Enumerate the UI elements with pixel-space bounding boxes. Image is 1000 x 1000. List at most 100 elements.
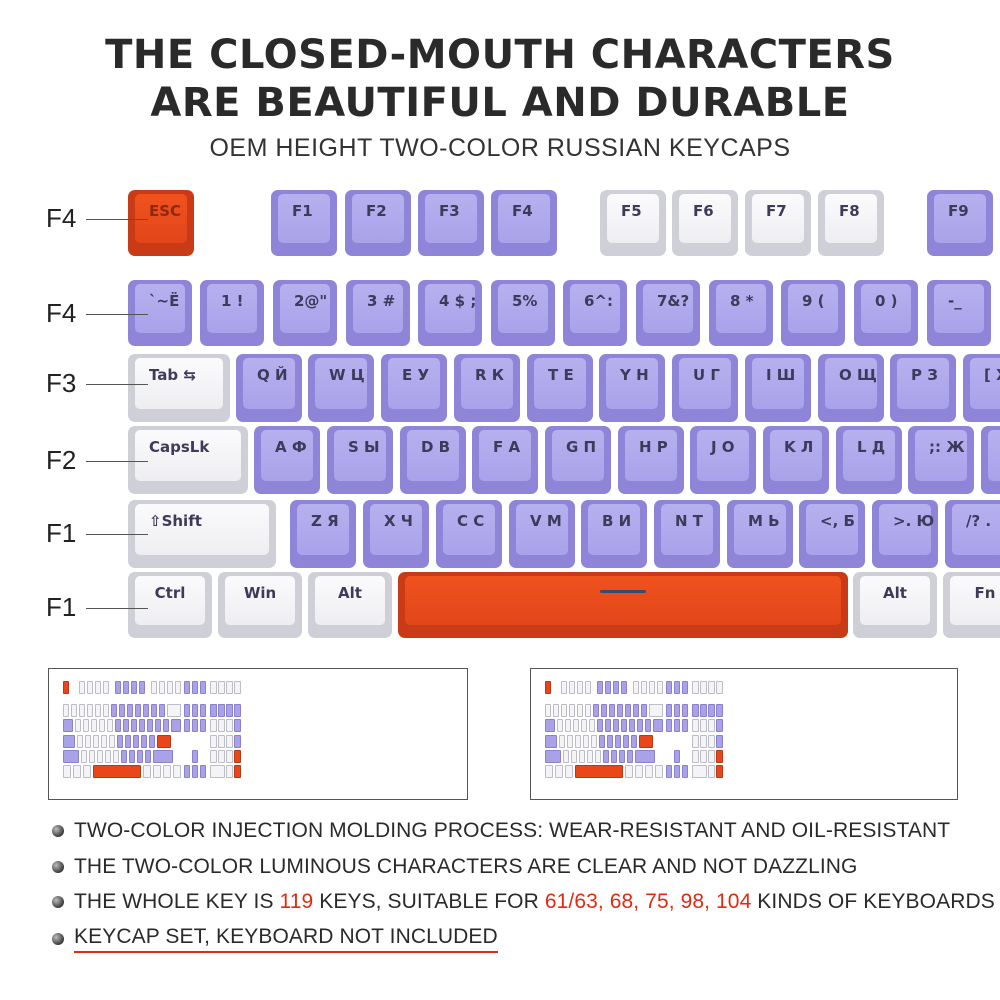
mini-keycap xyxy=(86,704,94,717)
mini-keycap xyxy=(192,750,199,764)
mini-keycap xyxy=(590,734,598,748)
mini-keycap xyxy=(138,719,146,733)
mini-keycap xyxy=(586,750,594,764)
text-part: KEYS, SUITABLE FOR xyxy=(313,890,545,913)
mini-keycap xyxy=(666,719,673,733)
keycap: R К xyxy=(454,354,520,422)
mini-keycap xyxy=(562,750,570,764)
keycap: F1 xyxy=(271,190,337,256)
keycap: F7 xyxy=(745,190,811,256)
row-height-label: F1 xyxy=(46,592,77,622)
mini-keycap xyxy=(570,750,578,764)
keycap: S Ы xyxy=(327,426,393,494)
mini-keycap xyxy=(210,704,217,717)
keycap-legend: F2 xyxy=(352,194,404,243)
keycap: Fn xyxy=(943,572,1000,638)
mini-keycap xyxy=(110,704,118,717)
mini-keycap xyxy=(74,719,82,733)
mini-keycap xyxy=(234,750,241,764)
mini-keycap xyxy=(120,750,128,764)
keycap: ESC xyxy=(128,190,194,256)
mini-keycap xyxy=(166,681,173,694)
keycap: ⇧Shift xyxy=(128,500,276,568)
keycap-legend: Z Я xyxy=(297,504,349,555)
mini-keycap xyxy=(630,734,637,748)
keycap-legend: V М xyxy=(516,504,568,555)
mini-keycap xyxy=(666,704,673,717)
keycap: 6^: xyxy=(563,280,627,346)
mini-keycap xyxy=(682,765,689,779)
keycap: Tab ⇆ xyxy=(128,354,230,422)
key-count: 119 xyxy=(279,890,314,913)
keycap: 7&? xyxy=(636,280,700,346)
keycap: F4 xyxy=(491,190,557,256)
keycap: W Ц xyxy=(308,354,374,422)
keycap-legend: `~Ё xyxy=(135,284,185,333)
mini-keycap xyxy=(146,719,154,733)
feature-bullet: THE WHOLE KEY IS 119 KEYS, SUITABLE FOR … xyxy=(52,887,995,917)
mini-keycap xyxy=(624,765,634,779)
keycap: Alt xyxy=(308,572,392,638)
mini-keycap xyxy=(576,704,584,717)
mini-keycap xyxy=(640,704,647,717)
mini-keycap xyxy=(184,719,191,733)
mini-keycap xyxy=(584,681,592,694)
keycap-legend: F8 xyxy=(825,194,877,243)
mini-keycap xyxy=(96,750,104,764)
mini-keycap xyxy=(158,681,165,694)
mini-keycap xyxy=(666,681,673,694)
keycap-legend: H Р xyxy=(625,430,677,481)
mini-keycap xyxy=(138,681,146,694)
keycap-legend: CapsLk xyxy=(135,430,241,481)
keycap-legend: 2@" xyxy=(280,284,330,333)
mini-keycap xyxy=(545,704,552,717)
mini-keycap xyxy=(716,719,723,733)
mini-keycap xyxy=(234,681,241,694)
mini-keycap xyxy=(612,719,620,733)
keycap-legend: >. Ю xyxy=(879,504,934,555)
mini-keycap xyxy=(624,704,632,717)
mini-keycap xyxy=(226,681,233,694)
mini-keycap xyxy=(606,734,614,748)
mini-keycap xyxy=(122,681,130,694)
row-height-label: F2 xyxy=(46,445,77,475)
leader-line xyxy=(86,608,148,609)
mini-keycap xyxy=(86,681,94,694)
mini-keycap xyxy=(124,734,132,748)
keycap-legend: O Щ xyxy=(825,358,877,409)
keycap-legend: F9 xyxy=(934,194,986,243)
keycap: /? . xyxy=(945,500,1000,568)
text-part: KINDS OF KEYBOARDS xyxy=(751,890,995,913)
mini-keycap xyxy=(104,750,112,764)
mini-keycap xyxy=(616,704,624,717)
keycap: L Д xyxy=(836,426,902,494)
mini-keycap xyxy=(574,765,624,779)
mini-keycap xyxy=(638,734,653,748)
mini-keycap xyxy=(234,719,241,733)
leader-line xyxy=(86,384,148,385)
keycap: Y Н xyxy=(599,354,665,422)
row-height-label: F1 xyxy=(46,518,77,548)
mini-keycap xyxy=(692,734,699,748)
feature-text: THE TWO-COLOR LUMINOUS CHARACTERS ARE CL… xyxy=(74,855,858,878)
mini-keycap xyxy=(644,719,651,733)
keycap: M Ь xyxy=(727,500,793,568)
keycap-legend: W Ц xyxy=(315,358,367,409)
keycap-legend: 1 ! xyxy=(207,284,257,333)
mini-keycap xyxy=(682,719,689,733)
mini-keycap xyxy=(126,704,134,717)
mini-keycap xyxy=(200,719,207,733)
keycap-legend: ;: Ж xyxy=(915,430,967,481)
mini-keycap xyxy=(545,681,552,694)
keycap: A Ф xyxy=(254,426,320,494)
mini-keycap xyxy=(648,681,655,694)
mini-keycap xyxy=(150,681,157,694)
mini-keycap xyxy=(552,704,560,717)
mini-keycap xyxy=(184,765,191,779)
mini-keycap xyxy=(142,765,152,779)
keyboard-sizes: 61/63, 68, 75, 98, 104 xyxy=(544,890,752,913)
keycap: 8 * xyxy=(709,280,773,346)
mini-keycap xyxy=(610,750,618,764)
mini-keycap xyxy=(150,704,157,717)
mini-keycap xyxy=(692,704,699,717)
